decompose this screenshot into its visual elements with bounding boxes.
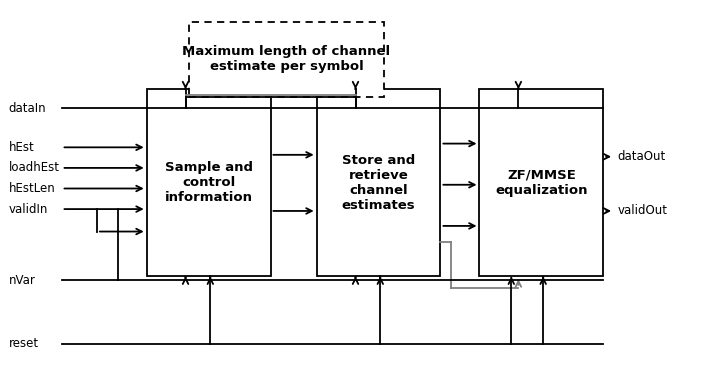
Text: loadhEst: loadhEst: [9, 161, 60, 175]
Text: hEstLen: hEstLen: [9, 182, 55, 195]
Text: ZF/MMSE
equalization: ZF/MMSE equalization: [495, 169, 588, 197]
Text: validOut: validOut: [618, 204, 668, 218]
Text: nVar: nVar: [9, 274, 36, 287]
Text: Sample and
control
information: Sample and control information: [164, 161, 252, 204]
Text: dataOut: dataOut: [618, 150, 665, 163]
Text: Maximum length of channel
estimate per symbol: Maximum length of channel estimate per s…: [183, 45, 390, 74]
Bar: [479, 89, 604, 276]
Text: Store and
retrieve
channel
estimates: Store and retrieve channel estimates: [342, 154, 415, 212]
Text: hEst: hEst: [9, 141, 34, 154]
Bar: [146, 89, 270, 276]
Bar: [316, 89, 441, 276]
Bar: [189, 22, 384, 97]
Text: validIn: validIn: [9, 202, 48, 216]
Text: reset: reset: [9, 337, 38, 350]
Text: dataIn: dataIn: [9, 101, 46, 115]
